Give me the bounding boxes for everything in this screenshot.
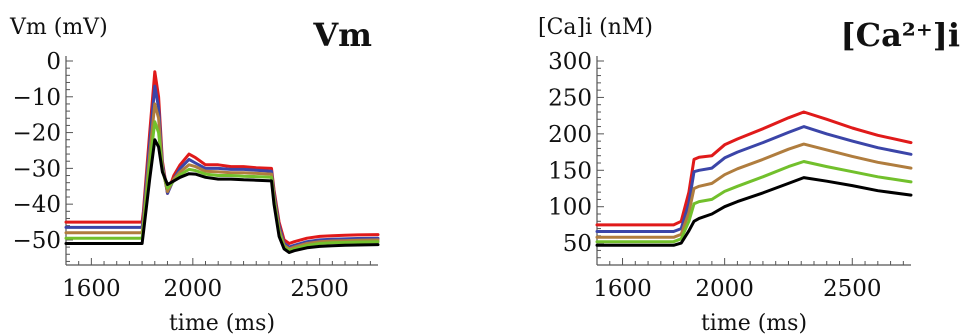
series-line-3 <box>64 102 380 251</box>
series-line-2 <box>64 84 380 249</box>
y-tick-label: −20 <box>12 121 61 147</box>
x-tick-label: 1600 <box>62 276 121 302</box>
y-axis-label: Vm (mV) <box>9 15 108 40</box>
y-tick-label: 100 <box>548 195 592 221</box>
x-axis-label: time (ms) <box>701 311 807 335</box>
series-line-2 <box>595 125 913 233</box>
series-line-1 <box>64 70 380 245</box>
x-tick-label: 2500 <box>290 276 349 302</box>
y-tick-label: 150 <box>548 158 592 184</box>
x-tick-label: 2000 <box>164 276 223 302</box>
corner-label: [Ca²⁺]i <box>840 16 960 54</box>
y-tick-label: −10 <box>12 85 61 111</box>
y-tick-label: −30 <box>12 156 61 182</box>
corner-label: Vm <box>312 16 372 54</box>
x-tick-label: 1600 <box>593 276 652 302</box>
series-line-5 <box>64 138 380 254</box>
y-tick-label: −50 <box>12 228 61 254</box>
y-axis-label: [Ca]i (nM) <box>538 15 653 40</box>
series-line-4 <box>64 120 380 253</box>
y-tick-label: 0 <box>46 49 61 75</box>
y-tick-label: 250 <box>548 85 592 111</box>
x-tick-label: 2000 <box>695 276 754 302</box>
series-line-1 <box>595 110 913 227</box>
series-line-4 <box>595 160 913 244</box>
series-line-5 <box>595 176 913 247</box>
y-tick-label: 50 <box>563 231 592 257</box>
y-tick-label: 300 <box>548 49 592 75</box>
series-line-3 <box>595 142 913 239</box>
y-tick-label: 200 <box>548 122 592 148</box>
x-axis-label: time (ms) <box>169 311 275 335</box>
y-tick-label: −40 <box>12 192 61 218</box>
x-tick-label: 2500 <box>823 276 882 302</box>
